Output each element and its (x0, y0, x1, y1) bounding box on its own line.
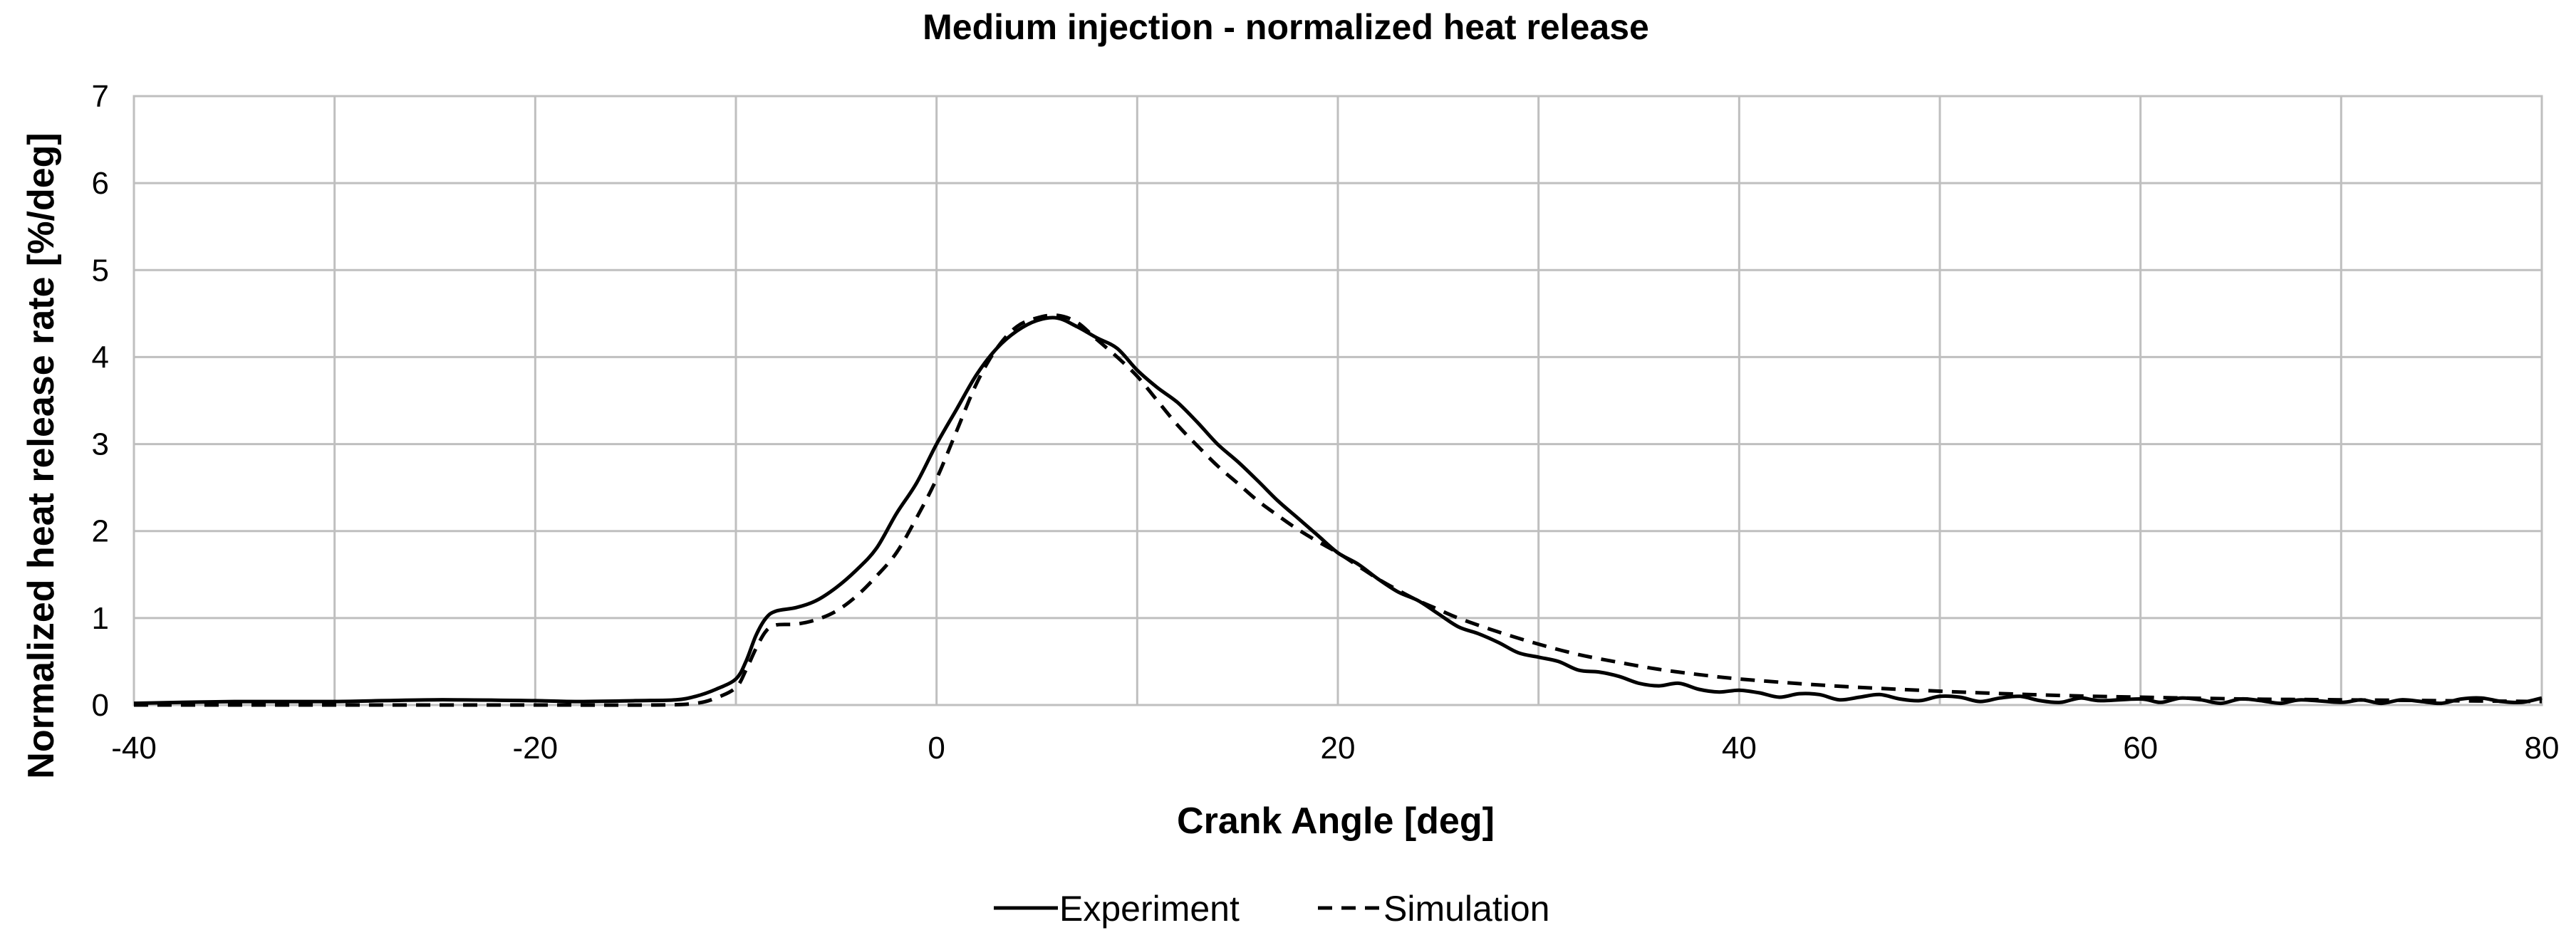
y-axis-title: Normalized heat release rate [%/deg] (21, 132, 62, 778)
x-tick-label: -40 (111, 731, 157, 766)
x-tick-label: 60 (2123, 731, 2158, 766)
y-tick-label: 5 (92, 253, 109, 288)
legend-label-experiment: Experiment (1059, 889, 1240, 929)
x-axis-ticks: -40 -20 0 20 40 60 80 (111, 731, 2559, 766)
series-line-experiment (133, 315, 2543, 706)
x-tick-label: 80 (2525, 731, 2560, 766)
legend: Experiment Simulation (994, 889, 1549, 929)
x-axis-title: Crank Angle [deg] (1177, 800, 1495, 842)
series-line-simulation (134, 313, 2543, 707)
y-tick-label: 1 (92, 601, 109, 636)
x-tick-label: -20 (513, 731, 559, 766)
y-tick-label: 4 (92, 340, 109, 375)
y-tick-label: 3 (92, 427, 109, 462)
chart-title: Medium injection - normalized heat relea… (923, 7, 1649, 47)
y-tick-label: 0 (92, 688, 109, 723)
series-layer (133, 313, 2543, 707)
grid (133, 95, 2543, 706)
y-axis-ticks: 0 1 2 3 4 5 6 7 (92, 79, 109, 723)
plot-frame (133, 95, 2543, 706)
x-tick-label: 40 (1722, 731, 1757, 766)
legend-label-simulation: Simulation (1383, 889, 1549, 929)
x-tick-label: 20 (1321, 731, 1356, 766)
y-tick-label: 6 (92, 166, 109, 201)
y-tick-label: 2 (92, 514, 109, 549)
x-tick-label: 0 (928, 731, 945, 766)
y-tick-label: 7 (92, 79, 109, 114)
